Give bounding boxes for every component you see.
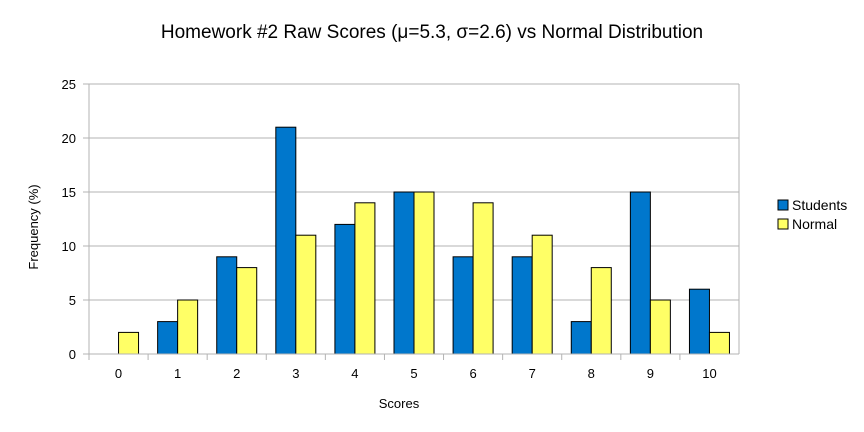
- y-tick-label: 20: [62, 131, 76, 146]
- bar-students-9: [629, 191, 651, 355]
- x-tick-label: 1: [174, 366, 181, 381]
- x-axis-label: Scores: [379, 396, 420, 411]
- legend-swatch-students: [777, 199, 789, 211]
- legend-label-students: Students: [792, 197, 847, 213]
- bar-students-4: [334, 223, 356, 355]
- bar-normal-7: [531, 234, 553, 355]
- x-tick-label: 7: [529, 366, 536, 381]
- bar-students-2: [216, 256, 238, 355]
- bar-normal-8: [590, 267, 612, 355]
- x-tick-label: 4: [351, 366, 358, 381]
- bar-normal-4: [354, 202, 376, 355]
- x-tick-label: 9: [647, 366, 654, 381]
- chart-title: Homework #2 Raw Scores (μ=5.3, σ=2.6) vs…: [161, 22, 703, 43]
- bar-students-8: [570, 321, 592, 355]
- x-tick-label: 6: [469, 366, 476, 381]
- bar-students-6: [452, 256, 474, 355]
- y-tick-label: 10: [62, 239, 76, 254]
- bar-students-5: [393, 191, 415, 355]
- bar-normal-1: [177, 299, 199, 355]
- bar-normal-6: [472, 202, 494, 355]
- x-tick-label: 0: [115, 366, 122, 381]
- y-tick-label: 0: [69, 347, 76, 362]
- x-tick-label: 2: [233, 366, 240, 381]
- bar-normal-0: [118, 331, 140, 355]
- bar-students-1: [157, 321, 179, 355]
- bar-normal-9: [649, 299, 671, 355]
- y-tick-labels: 0 5 10 15 20 25: [62, 77, 76, 362]
- bar-normal-3: [295, 234, 317, 355]
- legend: Students Normal: [777, 197, 847, 232]
- legend-swatch-normal: [777, 218, 789, 230]
- y-axis-label: Frequency (%): [26, 184, 41, 269]
- bar-normal-10: [708, 331, 730, 355]
- y-tick-label: 5: [69, 293, 76, 308]
- bars: [118, 126, 730, 355]
- bar-students-10: [688, 288, 710, 355]
- bar-normal-2: [236, 267, 258, 355]
- bar-normal-5: [413, 191, 435, 355]
- x-tick-label: 10: [702, 366, 716, 381]
- x-tick-label: 5: [410, 366, 417, 381]
- y-tick-label: 25: [62, 77, 76, 92]
- y-tick-label: 15: [62, 185, 76, 200]
- legend-label-normal: Normal: [792, 216, 837, 232]
- bar-students-7: [511, 256, 533, 355]
- bar-students-3: [275, 126, 297, 355]
- x-tick-labels: 0 1 2 3 4 5 6 7 8 9 10: [115, 366, 717, 381]
- x-tick-label: 3: [292, 366, 299, 381]
- axes: [88, 84, 740, 360]
- x-tick-label: 8: [588, 366, 595, 381]
